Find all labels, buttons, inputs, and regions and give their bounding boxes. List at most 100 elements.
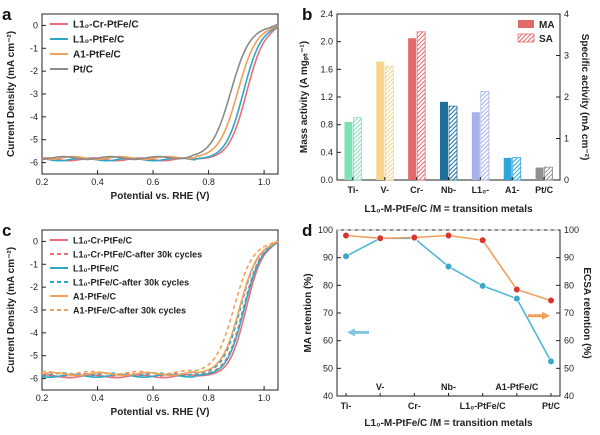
legend-label-0: L1₀-Cr-PtFe/C: [73, 236, 133, 246]
panel-label-a: a: [2, 5, 12, 24]
y2-tick-label: 60: [564, 336, 574, 346]
y-tick-label: 0: [33, 236, 38, 246]
x-tick-label: Cr-: [408, 401, 421, 411]
series-marker-0: [342, 252, 350, 260]
y-tick-label: 100: [318, 225, 333, 235]
y2-tick-label: 2: [564, 92, 569, 102]
x-tick-label: A1-PtFe/C: [495, 382, 539, 392]
series-marker-1: [479, 236, 487, 244]
x-tick-label: 0.4: [91, 393, 104, 403]
x-tick-label: V-: [381, 185, 390, 195]
x-tick-label: 0.6: [147, 393, 160, 403]
legend-label-3: L1₀-PtFe/C-after 30k cycles: [73, 278, 189, 288]
bar-sa-2: [416, 31, 426, 181]
y-tick-label: 80: [323, 280, 333, 290]
series-line-0: [345, 237, 552, 362]
y2-tick-label: 40: [564, 391, 574, 401]
x-tick-label: 0.2: [36, 177, 49, 187]
series-marker-0: [513, 295, 521, 303]
panel-a-lsv-chart: 0.2 0.4 0.6 0.8 1.0 0 -1 -2 -3 -4 -5 -6 Potential vs…: [6, 13, 279, 202]
legend-label-ma: MA: [539, 20, 555, 31]
x-tick-label: 0.4: [91, 177, 104, 187]
y-tick-label: -4: [30, 112, 38, 122]
bar-sa-3: [448, 105, 458, 181]
legend-label-2: A1-PtFe/C: [73, 50, 121, 61]
y2-tick-label: 100: [564, 225, 579, 235]
y2-tick-label: 70: [564, 308, 574, 318]
series-line-4: [41, 240, 279, 377]
legend-label-2: L1₀-PtFe/C: [73, 264, 120, 274]
y-tick-label: 1.2: [320, 92, 333, 102]
x-tick-label: Pt/C: [542, 401, 561, 411]
y-tick-label: 2.4: [320, 9, 333, 19]
series-line-1: [41, 25, 279, 162]
series-marker-0: [479, 282, 487, 290]
x-tick-label: L1₀-PtFe/C: [460, 401, 507, 411]
x-tick-label: V-: [376, 382, 385, 392]
x-tick-label: 0.2: [36, 393, 49, 403]
series-line-3: [41, 23, 279, 161]
series-marker-1: [376, 234, 384, 242]
series-marker-1: [444, 231, 453, 240]
y2-tick-label: 4: [564, 9, 569, 19]
panel-label-c: c: [2, 221, 11, 240]
y-tick-label: -4: [30, 328, 38, 338]
y-tick-label: 0.8: [320, 120, 333, 130]
x-axis-label: Potential vs. RHE (V): [111, 407, 210, 418]
panel-label-d: d: [302, 221, 312, 240]
x-tick-label: 0.8: [202, 177, 215, 187]
x-tick-label: Pt/C: [535, 185, 554, 195]
x-axis-label: L1₀-M-PtFe/C /M = transition metals: [364, 204, 533, 215]
y-tick-label: 0.0: [320, 175, 333, 185]
x-axis-label: L1₀-M-PtFe/C /M = transition metals: [364, 418, 533, 429]
y2-axis-label: Specific activity (mA cm⁻²): [579, 34, 590, 161]
y2-tick-label: 90: [564, 253, 574, 263]
x-axis-label: Potential vs. RHE (V): [111, 191, 210, 202]
y2-tick-label: 3: [564, 51, 569, 61]
plot-frame: [336, 229, 561, 397]
bar-sa-0: [353, 117, 362, 181]
panel-b-activity-bar-chart: 0.0 0.4 0.8 1.2 1.6 2.0 2.4 0 1 2 3 4 Ti- V- Cr- Nb- L1₀…: [299, 9, 590, 215]
legend-label-sa: SA: [539, 34, 553, 45]
right-axis-arrow: [528, 311, 550, 320]
y-tick-label: 1.6: [320, 64, 333, 74]
y-tick-label: 90: [323, 253, 333, 263]
series-marker-1: [513, 285, 521, 294]
legend-label-1: L1₀-PtFe/C: [73, 35, 124, 46]
y-tick-label: -5: [30, 135, 38, 145]
y-tick-label: -5: [30, 351, 38, 361]
x-tick-label: Cr-: [410, 185, 423, 195]
y-axis-label: MA retention (%): [303, 273, 314, 352]
x-tick-label: 0.6: [147, 177, 160, 187]
y-tick-label: 0: [33, 20, 38, 30]
left-axis-arrow: [347, 328, 369, 337]
y2-tick-label: 0: [564, 175, 569, 185]
y-tick-label: -3: [30, 89, 38, 99]
bar-sa-1: [384, 65, 394, 181]
y-tick-label: -1: [30, 259, 38, 269]
legend-label-0: L1₀-Cr-PtFe/C: [73, 20, 139, 31]
bar-ma-5: [503, 157, 512, 180]
bar-ma-0: [344, 121, 353, 180]
legend-label-1: L1₀-Cr-PtFe/C-after 30k cycles: [73, 250, 202, 260]
series-marker-1: [410, 233, 418, 242]
x-tick-label: 0.8: [202, 393, 215, 403]
bar-ma-1: [376, 61, 385, 180]
panel-d-retention-chart: 40 40 50 50 60 60 70 70 80 80 90 90 100 100 Ti- V- Cr- Nb…: [303, 225, 592, 429]
y-tick-label: 0.4: [320, 147, 333, 157]
y2-axis-label: ECSA retention (%): [581, 267, 592, 358]
y-tick-label: 60: [323, 336, 333, 346]
y2-tick-label: 50: [564, 363, 574, 373]
bar-ma-4: [471, 112, 480, 180]
panel-c-stability-lsv-chart: 0.2 0.4 0.6 0.8 1.0 0 -1 -2 -3 -4 -5 -6 Potential vs…: [6, 229, 279, 418]
series-line-1: [41, 240, 279, 378]
series-marker-1: [342, 231, 350, 240]
legend-swatch-sa: [517, 33, 535, 43]
x-tick-label: Nb-: [441, 185, 456, 195]
y-tick-label: -6: [30, 158, 38, 168]
legend-label-4: A1-PtFe/C: [73, 292, 117, 302]
series-marker-1: [547, 296, 555, 305]
x-tick-label: 1.0: [258, 393, 271, 403]
series-line-0: [41, 241, 279, 379]
legend-label-3: Pt/C: [73, 65, 93, 76]
